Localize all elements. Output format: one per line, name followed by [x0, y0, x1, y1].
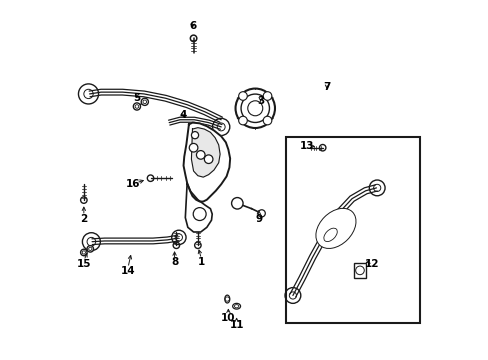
Ellipse shape: [232, 303, 240, 309]
Circle shape: [141, 98, 148, 105]
Text: 8: 8: [171, 257, 178, 267]
FancyBboxPatch shape: [353, 263, 365, 278]
Circle shape: [81, 249, 87, 256]
Circle shape: [258, 210, 265, 217]
Circle shape: [191, 132, 198, 139]
Text: 14: 14: [121, 266, 135, 276]
Circle shape: [238, 116, 247, 125]
Circle shape: [355, 266, 364, 275]
Text: 10: 10: [221, 313, 235, 323]
Circle shape: [238, 92, 247, 100]
Circle shape: [189, 143, 198, 152]
Text: 7: 7: [323, 82, 330, 92]
Text: 16: 16: [125, 179, 140, 189]
Polygon shape: [191, 128, 220, 177]
Ellipse shape: [323, 228, 337, 242]
Circle shape: [133, 103, 140, 110]
Circle shape: [204, 155, 212, 163]
Circle shape: [87, 246, 93, 252]
Text: 1: 1: [198, 257, 204, 267]
Text: 2: 2: [80, 215, 87, 224]
Text: 6: 6: [188, 21, 196, 31]
Circle shape: [231, 198, 243, 209]
Circle shape: [193, 208, 206, 221]
Bar: [285, 137, 419, 323]
Ellipse shape: [315, 208, 355, 248]
Polygon shape: [183, 123, 230, 202]
Text: 4: 4: [180, 111, 187, 121]
Text: 12: 12: [364, 259, 378, 269]
Text: 13: 13: [300, 141, 314, 151]
Text: 15: 15: [77, 259, 91, 269]
Ellipse shape: [224, 295, 229, 303]
Text: 11: 11: [229, 320, 244, 330]
Text: 9: 9: [255, 215, 262, 224]
Circle shape: [263, 116, 271, 125]
Polygon shape: [185, 184, 212, 232]
Text: 3: 3: [257, 96, 264, 106]
Circle shape: [263, 92, 271, 100]
Text: 5: 5: [133, 93, 140, 103]
Circle shape: [196, 150, 204, 159]
